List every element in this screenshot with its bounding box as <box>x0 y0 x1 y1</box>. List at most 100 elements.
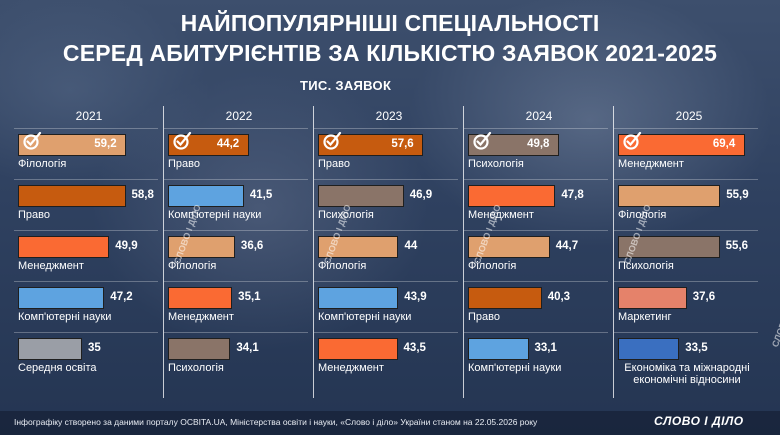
row-divider <box>614 179 758 180</box>
value-label: 47,8 <box>561 189 584 201</box>
category-label: Психологія <box>318 209 374 221</box>
bar <box>18 338 82 360</box>
bar <box>168 185 244 207</box>
category-label: Право <box>318 158 350 170</box>
bar <box>618 236 720 258</box>
value-label: 69,4 <box>712 138 736 150</box>
chart-grid: 2021 59,2 Філологія 58,8 Право 49,9 Менеджмент… <box>14 106 766 410</box>
bar <box>318 338 398 360</box>
bar <box>318 185 404 207</box>
category-label: Філологія <box>318 260 367 272</box>
category-label: Комп'ютерні науки <box>318 311 412 323</box>
category-label: Комп'ютерні науки <box>18 311 112 323</box>
chart-title-line-1: НАЙПОПУЛЯРНІШІ СПЕЦІАЛЬНОСТІ <box>180 10 600 36</box>
value-label: 44,2 <box>216 138 240 150</box>
category-label: Менеджмент <box>618 158 684 170</box>
value-label: 46,9 <box>409 189 433 201</box>
row-divider <box>314 281 458 282</box>
chart-unit-label: ТИС. ЗАЯВОК <box>300 78 392 93</box>
top-choice-check-icon <box>23 131 42 150</box>
bar <box>318 134 424 156</box>
category-label: Економіка та міжнародні економічні відно… <box>624 362 750 386</box>
row-divider <box>164 128 308 129</box>
category-label: Право <box>18 209 50 221</box>
bar <box>168 287 233 309</box>
year-label: 2022 <box>225 109 253 123</box>
top-choice-check-icon <box>473 131 492 150</box>
value-label: 35,1 <box>238 291 261 303</box>
column-separator <box>613 106 614 398</box>
bar <box>18 134 127 156</box>
row-divider <box>164 230 308 231</box>
category-label: Комп'ютерні науки <box>168 209 262 221</box>
row-divider <box>614 332 758 333</box>
chart-title-line-2: СЕРЕД АБИТУРІЄНТІВ ЗА КІЛЬКІСТЮ ЗАЯВОК 2… <box>62 40 718 66</box>
category-label: Право <box>168 158 200 170</box>
value-label: 49,8 <box>527 138 550 150</box>
bar <box>18 185 126 207</box>
bar <box>168 134 249 156</box>
row-divider <box>14 230 158 231</box>
bar <box>618 287 687 309</box>
category-label: Менеджмент <box>168 311 234 323</box>
value-label: 35 <box>88 342 101 354</box>
value-label: 49,9 <box>115 240 138 252</box>
bar <box>318 287 399 309</box>
row-divider <box>164 332 308 333</box>
category-label: Право <box>468 311 500 323</box>
value-label: 33,1 <box>534 342 557 354</box>
year-column: 2025 69,4 Менеджмент 55,9 Філологія 55,6 Психо… <box>614 106 764 410</box>
row-divider <box>14 128 158 129</box>
category-label: Філологія <box>618 209 667 221</box>
value-label: 43,9 <box>404 291 427 303</box>
bar <box>18 287 105 309</box>
row-divider <box>464 179 608 180</box>
value-label: 33,5 <box>685 342 708 354</box>
value-label: 44 <box>404 240 418 252</box>
bar <box>18 236 110 258</box>
row-divider <box>14 179 158 180</box>
column-separator <box>313 106 314 398</box>
year-column: 2022 44,2 Право 41,5 Комп'ютерні науки 36,6 Фі… <box>164 106 314 410</box>
bar <box>168 236 235 258</box>
year-label: 2023 <box>375 109 403 123</box>
value-label: 37,6 <box>692 291 716 303</box>
value-label: 43,5 <box>403 342 426 354</box>
value-label: 57,6 <box>391 138 414 150</box>
year-label: 2024 <box>525 109 553 123</box>
row-divider <box>164 179 308 180</box>
category-label: Комп'ютерні науки <box>468 362 562 374</box>
column-separator <box>163 106 164 398</box>
value-label: 40,3 <box>547 291 571 303</box>
bar <box>468 287 542 309</box>
top-choice-check-icon <box>623 131 642 150</box>
row-divider <box>314 179 458 180</box>
row-divider <box>464 281 608 282</box>
year-label: 2021 <box>75 109 103 123</box>
bar <box>468 236 550 258</box>
category-label: Психологія <box>168 362 224 374</box>
value-label: 58,8 <box>131 189 154 201</box>
value-label: 47,2 <box>110 291 133 303</box>
year-column: 2021 59,2 Філологія 58,8 Право 49,9 Менеджмент… <box>14 106 164 410</box>
year-label: 2025 <box>675 109 703 123</box>
bar <box>618 185 721 207</box>
row-divider <box>314 332 458 333</box>
category-label: Психологія <box>618 260 674 272</box>
bar <box>468 134 560 156</box>
value-label: 36,6 <box>240 240 264 252</box>
top-choice-check-icon <box>173 131 192 150</box>
bar <box>618 134 745 156</box>
category-label: Філологія <box>468 260 517 272</box>
row-divider <box>614 230 758 231</box>
row-divider <box>464 332 608 333</box>
category-label: Психологія <box>468 158 524 170</box>
bar <box>318 236 399 258</box>
category-label: Менеджмент <box>318 362 384 374</box>
brand-logo: СЛОВО І ДІЛО <box>654 414 744 428</box>
value-label: 55,6 <box>725 240 749 252</box>
row-divider <box>164 281 308 282</box>
year-column: 2024 49,8 Психологія 47,8 Менеджмент 44,7 Філо… <box>464 106 614 410</box>
year-column: 2023 57,6 Право 46,9 Психологія 44 Філологія 43… <box>314 106 464 410</box>
